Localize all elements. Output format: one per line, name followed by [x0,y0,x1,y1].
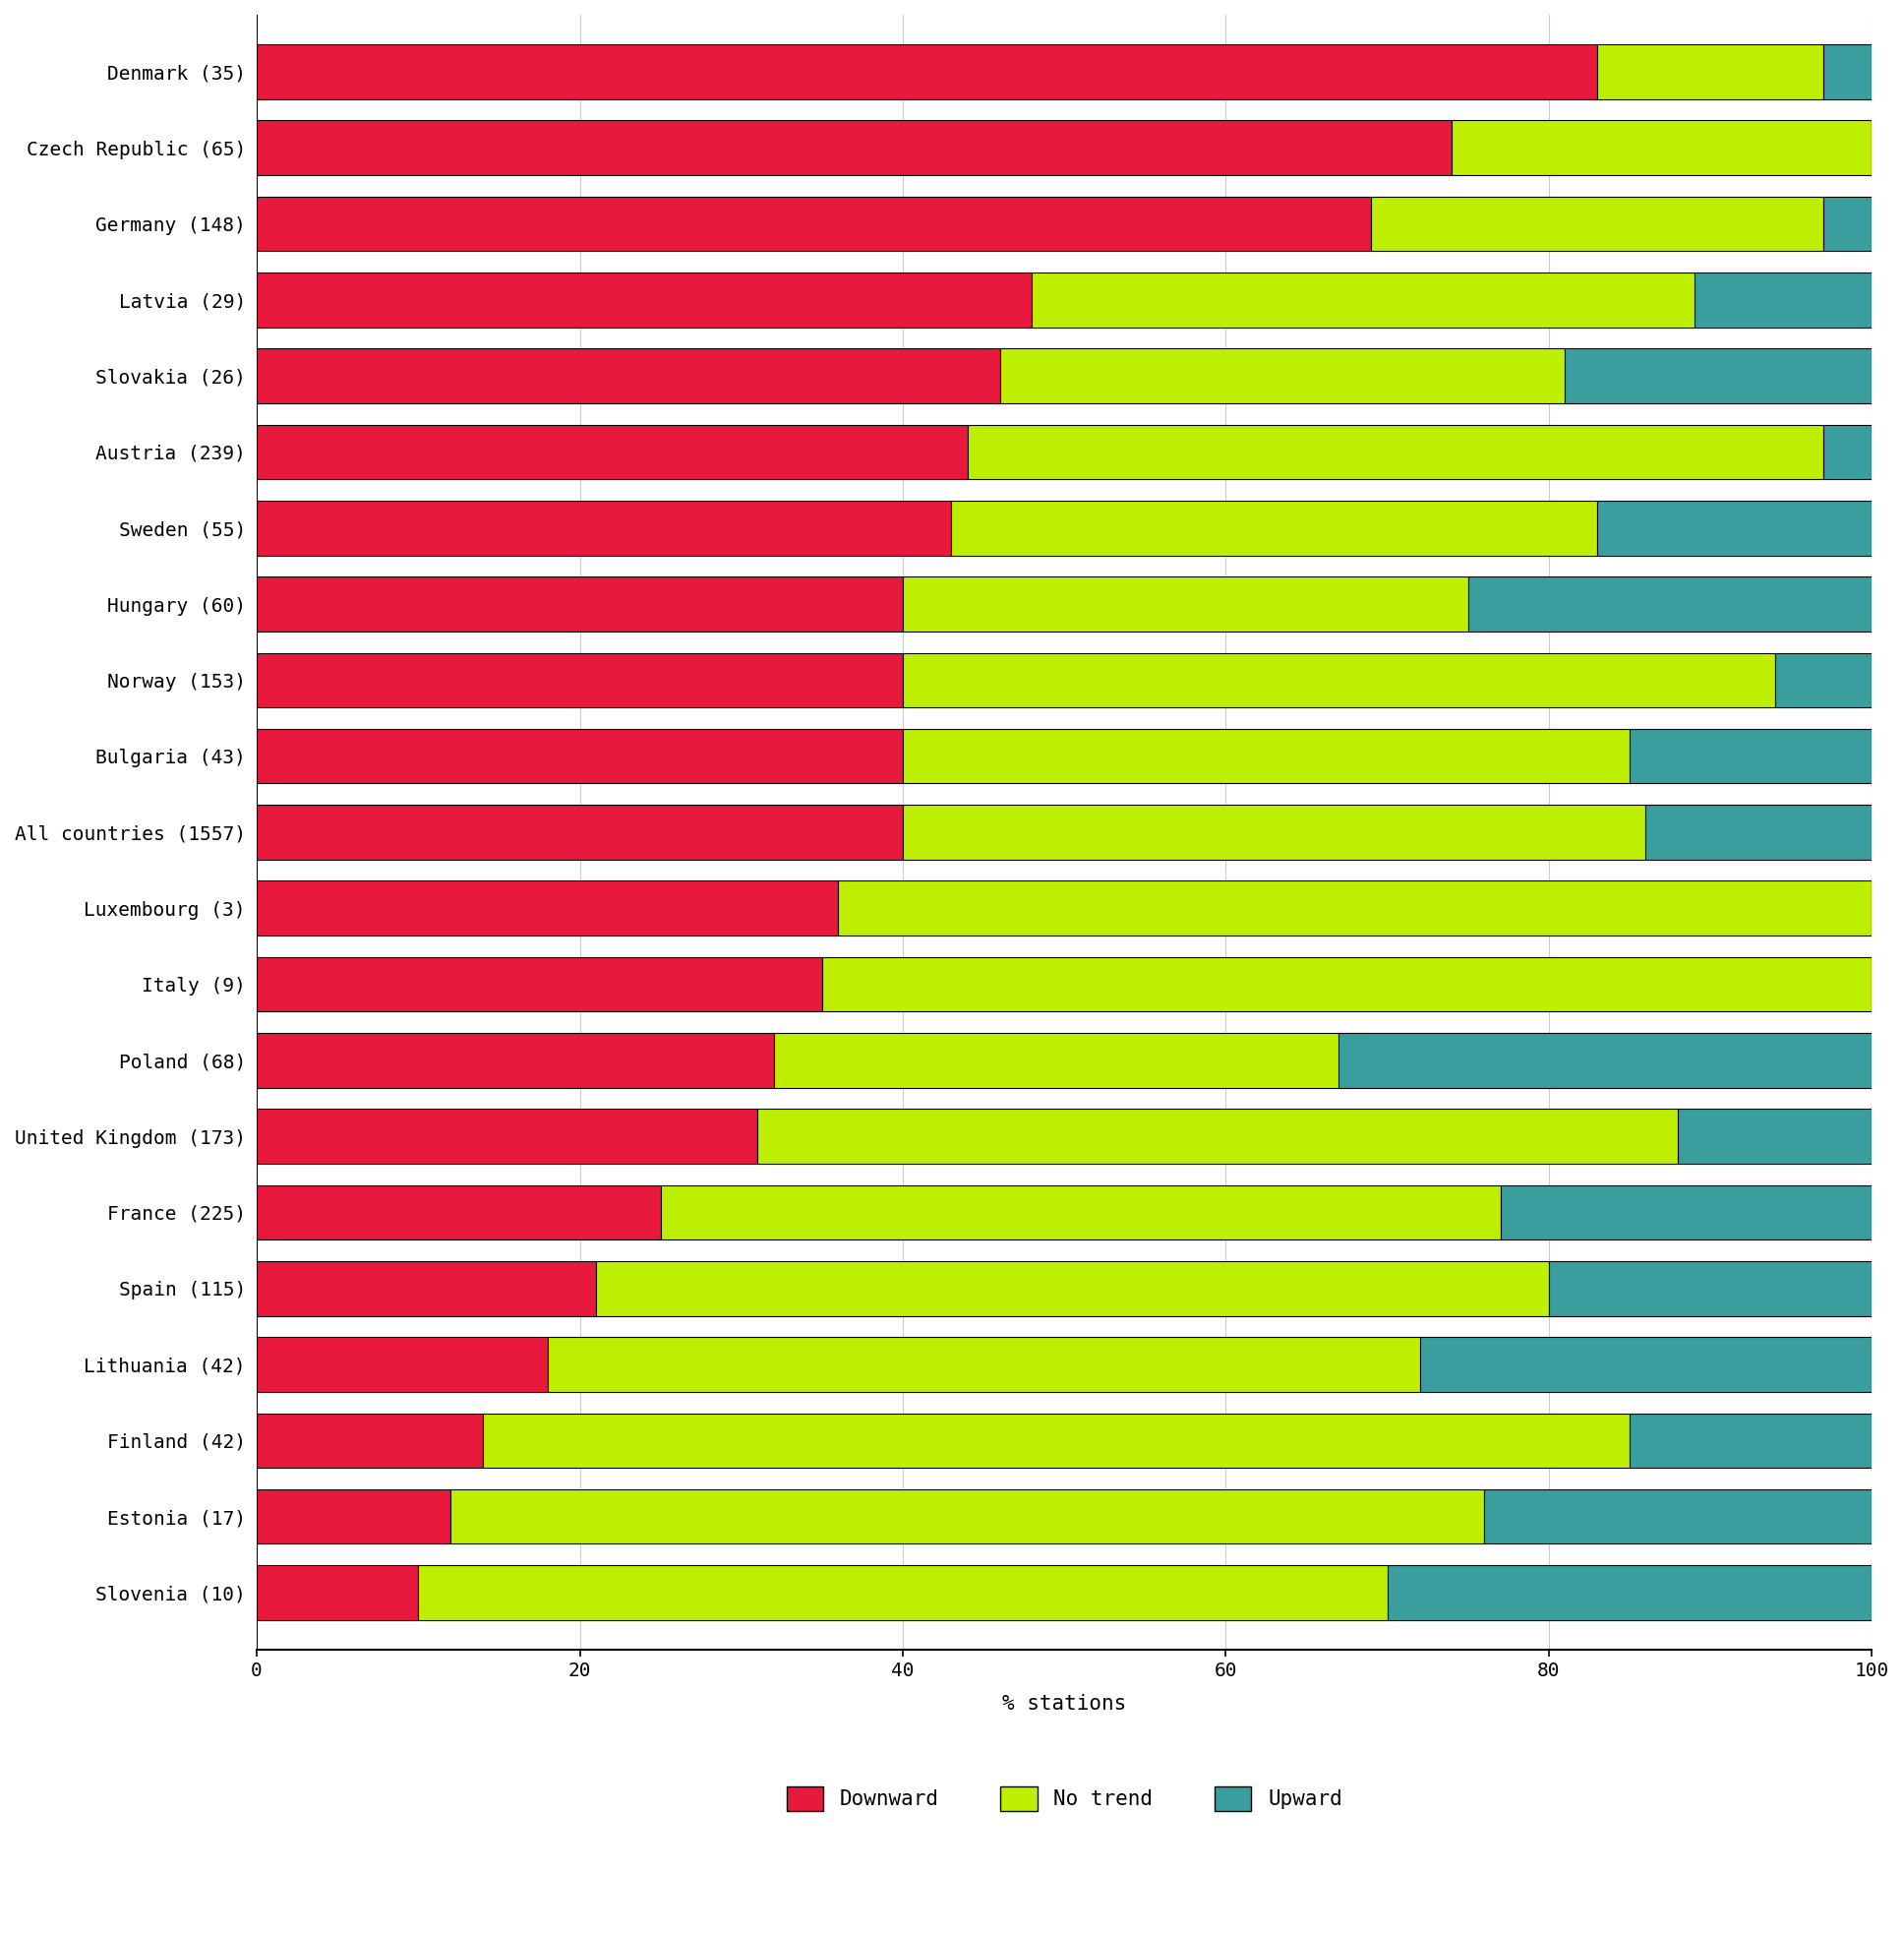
Bar [257,1033,773,1087]
Legend: Downward, No trend, Upward: Downward, No trend, Upward [779,1777,1350,1820]
Bar [773,1033,1339,1087]
Bar [257,654,902,708]
Bar [952,501,1597,555]
Bar [1597,44,1824,99]
Bar [838,880,1872,936]
Bar [257,957,823,1011]
X-axis label: % stations: % stations [1002,1694,1127,1714]
Bar [1000,348,1565,404]
Bar [1695,273,1872,327]
Bar [257,1489,451,1543]
Bar [902,654,1775,708]
Bar [902,805,1645,859]
Bar [257,1414,484,1468]
Bar [1371,197,1824,251]
Bar [1630,1414,1872,1468]
Bar [257,120,1453,176]
Bar [484,1414,1630,1468]
Bar [1824,425,1872,480]
Bar [257,425,967,480]
Bar [257,1261,596,1315]
Bar [1824,197,1872,251]
Bar [257,501,952,555]
Bar [902,729,1630,783]
Bar [1453,120,1872,176]
Bar [1548,1261,1872,1315]
Bar [661,1186,1500,1240]
Bar [257,805,902,859]
Bar [1032,273,1695,327]
Bar [1485,1489,1872,1543]
Bar [1645,805,1872,859]
Bar [257,1108,758,1164]
Bar [257,729,902,783]
Bar [967,425,1824,480]
Bar [1677,1108,1872,1164]
Bar [596,1261,1548,1315]
Bar [902,576,1468,630]
Bar [823,957,1872,1011]
Bar [1824,44,1872,99]
Bar [1388,1565,1872,1621]
Bar [548,1336,1420,1392]
Bar [451,1489,1485,1543]
Bar [1500,1186,1872,1240]
Bar [1565,348,1872,404]
Bar [1339,1033,1872,1087]
Bar [1775,654,1872,708]
Bar [257,197,1371,251]
Bar [257,273,1032,327]
Bar [257,576,902,630]
Bar [758,1108,1677,1164]
Bar [257,1336,548,1392]
Bar [257,1186,661,1240]
Bar [1597,501,1872,555]
Bar [257,44,1597,99]
Bar [419,1565,1388,1621]
Bar [257,880,838,936]
Bar [257,1565,419,1621]
Bar [1630,729,1872,783]
Bar [257,348,1000,404]
Bar [1420,1336,1872,1392]
Bar [1468,576,1872,630]
